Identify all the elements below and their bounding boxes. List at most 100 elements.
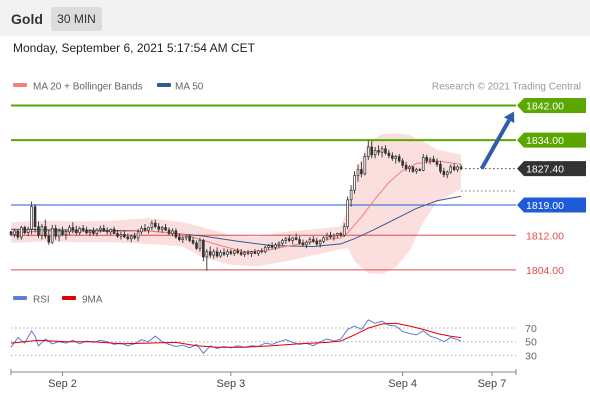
candle	[99, 225, 102, 233]
candle-body	[342, 226, 346, 236]
candle	[229, 249, 233, 256]
candle	[263, 245, 267, 254]
candle	[140, 225, 143, 235]
candle-body	[219, 252, 222, 257]
candle-body	[380, 148, 384, 153]
candle-body	[421, 157, 425, 171]
candle-body	[318, 240, 322, 245]
candle-body	[308, 239, 312, 243]
level-tag-1827.40	[517, 161, 586, 177]
candle	[133, 232, 136, 240]
candle-body	[356, 169, 360, 176]
candle-body	[171, 230, 174, 234]
candle	[222, 248, 226, 257]
candle-body	[157, 226, 161, 230]
candle-body	[291, 237, 294, 241]
candle	[208, 246, 212, 258]
candle-body	[50, 227, 54, 243]
legend-swatch-rsi	[13, 296, 27, 300]
candle	[298, 236, 301, 245]
candle-body	[147, 227, 150, 231]
candle-body	[281, 240, 284, 244]
candle	[92, 227, 95, 236]
candle-body	[415, 169, 418, 172]
candle-body	[54, 227, 57, 237]
instrument-title: Gold	[11, 11, 43, 27]
candle-body	[16, 230, 20, 238]
candle-body	[329, 234, 332, 238]
candle-body	[37, 226, 40, 236]
candle	[308, 236, 312, 245]
candle-body	[44, 226, 47, 237]
candle-body	[408, 166, 411, 170]
candle	[57, 228, 61, 242]
candle	[188, 234, 191, 243]
ma20-line	[10, 160, 462, 253]
candle-body	[150, 222, 154, 228]
candle-body	[74, 229, 78, 234]
candle-body	[208, 251, 212, 256]
candle-body	[81, 227, 85, 231]
candle-body	[445, 171, 449, 176]
candle	[387, 149, 391, 159]
candle-body	[140, 227, 143, 233]
candle	[109, 228, 112, 236]
candle	[215, 247, 219, 258]
candle-body	[33, 206, 37, 227]
bollinger-band	[11, 133, 461, 275]
candle-body	[322, 237, 325, 242]
candle	[301, 239, 305, 247]
candle-body	[133, 235, 136, 239]
candle	[377, 145, 380, 156]
candle-body	[92, 230, 95, 234]
candle	[81, 224, 85, 232]
candle	[415, 167, 418, 174]
candle	[112, 226, 116, 234]
candle-body	[394, 156, 398, 159]
candle	[370, 140, 374, 159]
candle	[322, 236, 325, 244]
candle-body	[215, 251, 219, 257]
legend-swatch-ma50	[157, 83, 171, 87]
candle-body	[452, 166, 456, 170]
candle-body	[205, 251, 209, 258]
candle	[253, 249, 257, 255]
level-tag-1842.00	[517, 98, 586, 114]
candle	[202, 238, 205, 262]
candle-body	[363, 156, 367, 175]
candle-body	[99, 227, 102, 231]
candle	[270, 242, 274, 250]
candle-body	[112, 228, 116, 234]
legend-label-ma20: MA 20 + Bollinger Bands	[33, 82, 143, 93]
candle-body	[9, 231, 13, 235]
x-axis: Sep 2 Sep 3 Sep 4 Sep 7	[10, 369, 517, 390]
candle-body	[95, 229, 99, 234]
level-label-1834.00: 1834.00	[526, 135, 564, 147]
candle-body	[64, 231, 68, 235]
candle-body	[370, 146, 374, 156]
candle	[281, 238, 284, 246]
candle	[123, 230, 126, 238]
candle	[408, 165, 411, 173]
candle-body	[123, 234, 126, 238]
candle	[40, 224, 44, 240]
candle	[105, 227, 109, 235]
candle-body	[181, 237, 185, 240]
candle-body	[143, 227, 147, 231]
candle	[418, 167, 422, 172]
x-tick-label: Sep 3	[216, 378, 245, 390]
candle	[37, 221, 40, 238]
candle	[126, 233, 130, 241]
candle	[219, 249, 222, 258]
timeframe-button[interactable]: 30 MIN	[51, 7, 102, 31]
candle	[184, 235, 188, 241]
candle	[339, 231, 343, 237]
candle-body	[336, 233, 339, 236]
candle	[260, 248, 264, 254]
candle	[88, 229, 92, 237]
candle	[23, 225, 27, 235]
candle	[394, 154, 398, 164]
candle	[129, 234, 133, 243]
candle	[20, 225, 23, 240]
candle-body	[267, 245, 270, 248]
